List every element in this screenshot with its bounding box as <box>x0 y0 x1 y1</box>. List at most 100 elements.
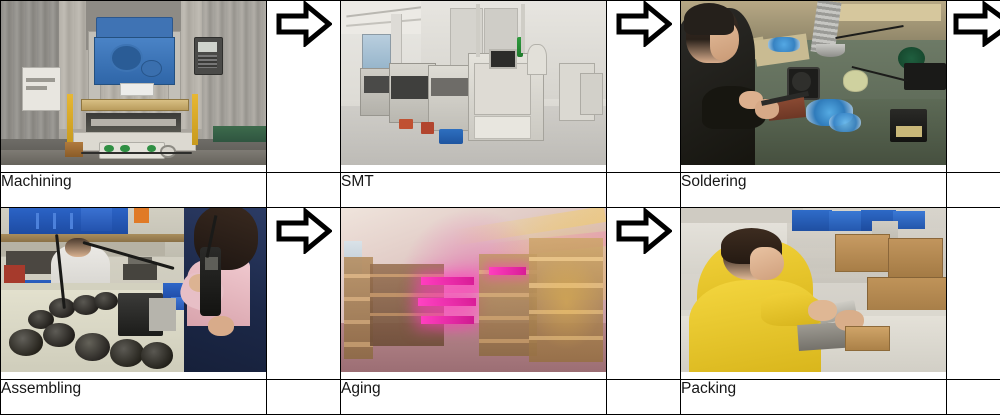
soldering-photo <box>681 1 946 165</box>
step-label-soldering: Soldering <box>681 173 747 190</box>
background-worker-head <box>64 237 92 258</box>
flow-arrow-cell-6 <box>946 207 1000 380</box>
smt-machine-3 <box>428 64 473 131</box>
blue-floor-bin <box>439 128 463 144</box>
smt-photo <box>341 1 606 165</box>
console-selector-knob <box>160 144 176 159</box>
floor-bucket <box>64 142 84 157</box>
rack-shelf <box>478 316 538 321</box>
product-unit <box>75 332 110 361</box>
step-label-cell-packing: Packing <box>680 379 947 415</box>
smt-machine-1-panel <box>363 76 393 93</box>
right-block-arrow-icon <box>953 1 1000 47</box>
red-crate <box>3 265 25 286</box>
machining-photo <box>1 1 266 165</box>
step-label-cell-machining: Machining <box>0 172 267 208</box>
console-green-button-1 <box>104 144 114 152</box>
packing-worker-right-hand <box>834 309 864 331</box>
cardboard-carton <box>887 237 943 279</box>
rack-shelf <box>370 293 445 297</box>
bench-equipment-unit <box>903 63 946 90</box>
rack-shelf <box>529 283 604 288</box>
flow-arrow-cell-1 <box>266 0 341 173</box>
blue-stacking-bin <box>829 211 864 231</box>
packing-photo <box>681 208 946 372</box>
smt-machine-3-panel <box>431 78 469 97</box>
step-label-cell-aging: Aging <box>340 379 607 415</box>
blue-stacking-bin <box>893 211 925 230</box>
blue-stacking-bin <box>792 209 833 231</box>
overhead-blue-bin-2 <box>80 208 113 231</box>
process-row-2-labels: Assembling Aging Packing <box>0 379 1000 415</box>
notice-board-line-2 <box>26 86 48 91</box>
red-floor-crate-2 <box>399 119 413 129</box>
bench-fixture-top <box>128 257 153 268</box>
flow-arrow-label-spacer-4 <box>266 379 341 415</box>
magenta-lamp-row-1 <box>420 276 474 286</box>
rack-shelf <box>478 339 538 344</box>
flow-arrow-label-spacer-5 <box>606 379 681 415</box>
floor-cable <box>80 151 192 154</box>
safety-light-curtain-right <box>191 94 198 146</box>
rack-shelf <box>370 273 445 277</box>
fume-extraction-hood <box>816 43 846 57</box>
process-row-1-labels: Machining SMT Soldering <box>0 172 1000 208</box>
rack-shelf <box>529 309 604 314</box>
green-status-light <box>517 37 524 57</box>
green-conveyor <box>213 125 266 143</box>
rack-shelf <box>343 342 373 347</box>
rack-shelf <box>343 296 373 301</box>
step-photo-cell-assembling <box>0 207 267 380</box>
side-cabinet-2 <box>580 73 604 115</box>
blue-led-cluster-1 <box>768 37 801 52</box>
step-label-cell-assembling: Assembling <box>0 379 267 415</box>
step-label-smt: SMT <box>341 173 374 190</box>
right-block-arrow-icon <box>616 1 672 47</box>
bench-fixture <box>122 263 158 281</box>
orange-container <box>133 208 150 223</box>
wooden-shelf-rail <box>1 234 208 243</box>
blue-led-cluster-3 <box>829 112 862 133</box>
product-unit <box>8 329 44 356</box>
flow-arrow-cell-3 <box>946 0 1000 173</box>
vertical-pole-2 <box>521 4 526 54</box>
step-photo-cell-soldering <box>680 0 947 173</box>
flow-arrow-label-spacer-6 <box>946 379 1000 415</box>
step-label-packing: Packing <box>681 380 737 397</box>
step-label-aging: Aging <box>341 380 381 397</box>
product-unit <box>72 294 100 315</box>
press-gauge <box>141 60 162 77</box>
rack-shelf <box>529 335 604 341</box>
product-unit <box>27 309 54 330</box>
small-product-carton <box>845 326 890 352</box>
desk-fume-fan-blade <box>792 71 811 92</box>
step-photo-cell-packing <box>680 207 947 380</box>
reflow-oven-door <box>473 63 532 115</box>
notice-board-line-1 <box>26 78 56 83</box>
step-photo-cell-aging <box>340 207 607 380</box>
magenta-lamp-row-4 <box>489 267 527 276</box>
flow-arrow-label-spacer-3 <box>946 172 1000 208</box>
step-label-cell-smt: SMT <box>340 172 607 208</box>
packing-worker-left-hand <box>808 299 838 322</box>
rack-shelf <box>529 257 604 262</box>
magenta-lamp-row-3 <box>420 316 474 325</box>
step-label-assembling: Assembling <box>1 380 82 397</box>
reflow-oven-control-panel <box>473 115 532 140</box>
safety-light-curtain-left <box>67 94 74 146</box>
amber-lamp-halo <box>531 257 601 350</box>
flow-arrow-cell-4 <box>266 207 341 380</box>
worker-hair <box>683 2 734 36</box>
background-shelf <box>818 4 941 21</box>
flow-arrow-cell-5 <box>606 207 681 380</box>
right-block-arrow-icon <box>276 208 332 254</box>
product-unit <box>93 291 118 310</box>
control-panel-buttons <box>198 55 217 69</box>
process-row-2-photos <box>0 207 1000 380</box>
flow-arrow-label-spacer-2 <box>606 172 681 208</box>
iron-stand-label <box>895 125 923 138</box>
assembly-jig-side <box>149 298 176 331</box>
right-block-arrow-icon <box>616 208 672 254</box>
rack-shelf <box>343 273 373 278</box>
